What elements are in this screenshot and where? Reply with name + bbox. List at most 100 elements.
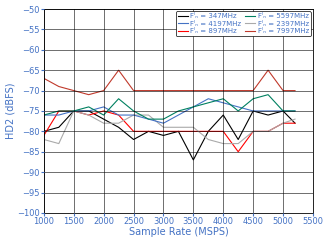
F_IN = 5597MHz <box>176 110 180 113</box>
F_IN = 347MHz <box>251 110 255 113</box>
F_IN = 347MHz <box>281 110 285 113</box>
F_IN = 347MHz <box>191 158 195 161</box>
F_IN = 7997MHz <box>176 89 180 92</box>
F_IN = 5597MHz <box>266 93 270 96</box>
Line: F_IN = 7997MHz: F_IN = 7997MHz <box>44 70 295 95</box>
F_IN = 5597MHz <box>251 97 255 100</box>
F_IN = 897MHz <box>236 150 240 153</box>
F_IN = 347MHz <box>117 126 121 129</box>
F_IN = 897MHz <box>87 113 91 116</box>
F_IN = 2397MHz <box>236 142 240 145</box>
F_IN = 7997MHz <box>266 69 270 72</box>
F_IN = 2397MHz <box>281 122 285 125</box>
F_IN = 5597MHz <box>221 97 225 100</box>
F_IN = 897MHz <box>117 113 121 116</box>
F_IN = 347MHz <box>293 122 297 125</box>
F_IN = 347MHz <box>102 118 106 121</box>
Y-axis label: HD2 (dBFS): HD2 (dBFS) <box>6 83 15 139</box>
F_IN = 2397MHz <box>132 113 136 116</box>
F_IN = 897MHz <box>146 130 150 133</box>
F_IN = 347MHz <box>206 130 210 133</box>
F_IN = 897MHz <box>102 110 106 113</box>
F_IN = 7997MHz <box>42 77 46 80</box>
F_IN = 897MHz <box>191 130 195 133</box>
F_IN = 897MHz <box>57 110 61 113</box>
F_IN = 4197MHz <box>102 105 106 108</box>
F_IN = 4197MHz <box>57 113 61 116</box>
F_IN = 7997MHz <box>162 89 165 92</box>
F_IN = 7997MHz <box>251 89 255 92</box>
F_IN = 7997MHz <box>72 89 76 92</box>
F_IN = 2397MHz <box>146 113 150 116</box>
Line: F_IN = 5597MHz: F_IN = 5597MHz <box>44 95 295 119</box>
F_IN = 4197MHz <box>281 110 285 113</box>
F_IN = 347MHz <box>162 134 165 137</box>
F_IN = 7997MHz <box>293 89 297 92</box>
F_IN = 347MHz <box>87 110 91 113</box>
F_IN = 7997MHz <box>57 85 61 88</box>
F_IN = 5597MHz <box>102 113 106 116</box>
F_IN = 2397MHz <box>176 126 180 129</box>
F_IN = 5597MHz <box>281 110 285 113</box>
Line: F_IN = 347MHz: F_IN = 347MHz <box>44 111 295 160</box>
F_IN = 7997MHz <box>281 89 285 92</box>
F_IN = 2397MHz <box>57 142 61 145</box>
F_IN = 5597MHz <box>293 110 297 113</box>
F_IN = 5597MHz <box>236 110 240 113</box>
F_IN = 4197MHz <box>87 110 91 113</box>
F_IN = 4197MHz <box>236 105 240 108</box>
F_IN = 5597MHz <box>87 105 91 108</box>
F_IN = 5597MHz <box>191 105 195 108</box>
F_IN = 347MHz <box>236 138 240 141</box>
F_IN = 897MHz <box>206 130 210 133</box>
F_IN = 2397MHz <box>266 130 270 133</box>
F_IN = 4197MHz <box>132 113 136 116</box>
F_IN = 347MHz <box>176 130 180 133</box>
F_IN = 5597MHz <box>57 110 61 113</box>
F_IN = 897MHz <box>293 122 297 125</box>
F_IN = 897MHz <box>281 122 285 125</box>
F_IN = 897MHz <box>162 130 165 133</box>
F_IN = 347MHz <box>266 113 270 116</box>
F_IN = 897MHz <box>266 130 270 133</box>
F_IN = 7997MHz <box>132 89 136 92</box>
F_IN = 5597MHz <box>132 110 136 113</box>
Line: F_IN = 4197MHz: F_IN = 4197MHz <box>44 99 295 123</box>
F_IN = 4197MHz <box>293 110 297 113</box>
F_IN = 347MHz <box>57 126 61 129</box>
F_IN = 7997MHz <box>102 89 106 92</box>
F_IN = 5597MHz <box>72 110 76 113</box>
F_IN = 897MHz <box>221 130 225 133</box>
F_IN = 347MHz <box>146 130 150 133</box>
F_IN = 7997MHz <box>191 89 195 92</box>
F_IN = 7997MHz <box>221 89 225 92</box>
F_IN = 897MHz <box>176 130 180 133</box>
F_IN = 897MHz <box>72 110 76 113</box>
F_IN = 7997MHz <box>236 89 240 92</box>
F_IN = 2397MHz <box>72 110 76 113</box>
F_IN = 7997MHz <box>117 69 121 72</box>
F_IN = 2397MHz <box>42 138 46 141</box>
F_IN = 2397MHz <box>87 113 91 116</box>
F_IN = 4197MHz <box>221 101 225 104</box>
F_IN = 4197MHz <box>42 113 46 116</box>
F_IN = 7997MHz <box>206 89 210 92</box>
F_IN = 897MHz <box>132 130 136 133</box>
Legend: Fᴵₙ = 347MHz, Fᴵₙ = 4197MHz, Fᴵₙ = 897MHz, Fᴵₙ = 5597MHz, Fᴵₙ = 2397MHz, Fᴵₙ = 7: Fᴵₙ = 347MHz, Fᴵₙ = 4197MHz, Fᴵₙ = 897MH… <box>176 11 311 36</box>
F_IN = 2397MHz <box>102 122 106 125</box>
F_IN = 4197MHz <box>72 110 76 113</box>
F_IN = 2397MHz <box>206 138 210 141</box>
F_IN = 5597MHz <box>162 118 165 121</box>
F_IN = 4197MHz <box>146 118 150 121</box>
F_IN = 347MHz <box>221 113 225 116</box>
F_IN = 2397MHz <box>162 126 165 129</box>
F_IN = 5597MHz <box>146 118 150 121</box>
F_IN = 347MHz <box>42 130 46 133</box>
F_IN = 347MHz <box>72 110 76 113</box>
F_IN = 347MHz <box>132 138 136 141</box>
F_IN = 7997MHz <box>146 89 150 92</box>
F_IN = 897MHz <box>42 134 46 137</box>
F_IN = 4197MHz <box>266 110 270 113</box>
F_IN = 5597MHz <box>206 101 210 104</box>
F_IN = 897MHz <box>251 130 255 133</box>
